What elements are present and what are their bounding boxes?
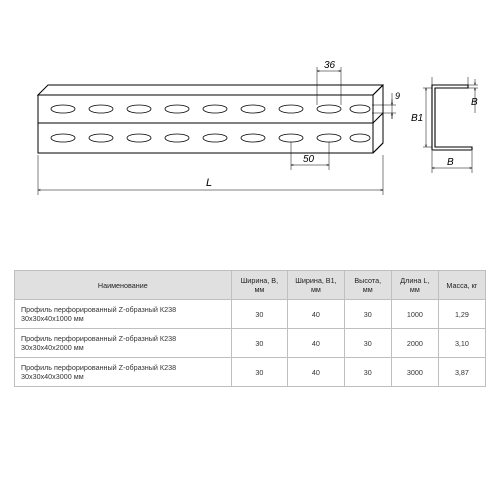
col-h: Высота, мм	[344, 271, 391, 300]
cell-l: 3000	[391, 358, 438, 387]
cell-h: 30	[344, 329, 391, 358]
cell-m: 3,10	[438, 329, 485, 358]
table-row: Профиль перфорированный Z-образный К238 …	[15, 300, 486, 329]
technical-drawing: 36 9 50 L	[18, 55, 482, 225]
cell-b1: 40	[288, 329, 345, 358]
col-m: Масса, кг	[438, 271, 485, 300]
cell-m: 1,29	[438, 300, 485, 329]
dim-9: 9	[395, 91, 400, 101]
cell-name: Профиль перфорированный Z-образный К238 …	[15, 300, 232, 329]
cell-h: 30	[344, 300, 391, 329]
table-header-row: Наименование Ширина, B, мм Ширина, B1, м…	[15, 271, 486, 300]
cell-b: 30	[231, 329, 288, 358]
cell-name: Профиль перфорированный Z-образный К238 …	[15, 329, 232, 358]
table-row: Профиль перфорированный Z-образный К238 …	[15, 329, 486, 358]
cell-b: 30	[231, 300, 288, 329]
col-name: Наименование	[15, 271, 232, 300]
dim-B-bottom: B	[447, 157, 454, 168]
spec-table-container: Наименование Ширина, B, мм Ширина, B1, м…	[14, 270, 486, 387]
cell-b1: 40	[288, 300, 345, 329]
cell-b1: 40	[288, 358, 345, 387]
cell-h: 30	[344, 358, 391, 387]
dim-B-top: B	[471, 97, 478, 108]
page: 36 9 50 L	[0, 0, 500, 500]
dim-B1: B1	[411, 113, 423, 124]
dim-36: 36	[324, 60, 336, 71]
col-l: Длина L, мм	[391, 271, 438, 300]
col-b1: Ширина, B1, мм	[288, 271, 345, 300]
col-b: Ширина, B, мм	[231, 271, 288, 300]
table-row: Профиль перфорированный Z-образный К238 …	[15, 358, 486, 387]
cell-b: 30	[231, 358, 288, 387]
cell-l: 1000	[391, 300, 438, 329]
cell-name: Профиль перфорированный Z-образный К238 …	[15, 358, 232, 387]
dim-50: 50	[303, 154, 315, 165]
spec-table: Наименование Ширина, B, мм Ширина, B1, м…	[14, 270, 486, 387]
cell-m: 3,87	[438, 358, 485, 387]
cell-l: 2000	[391, 329, 438, 358]
dim-L: L	[206, 177, 212, 189]
